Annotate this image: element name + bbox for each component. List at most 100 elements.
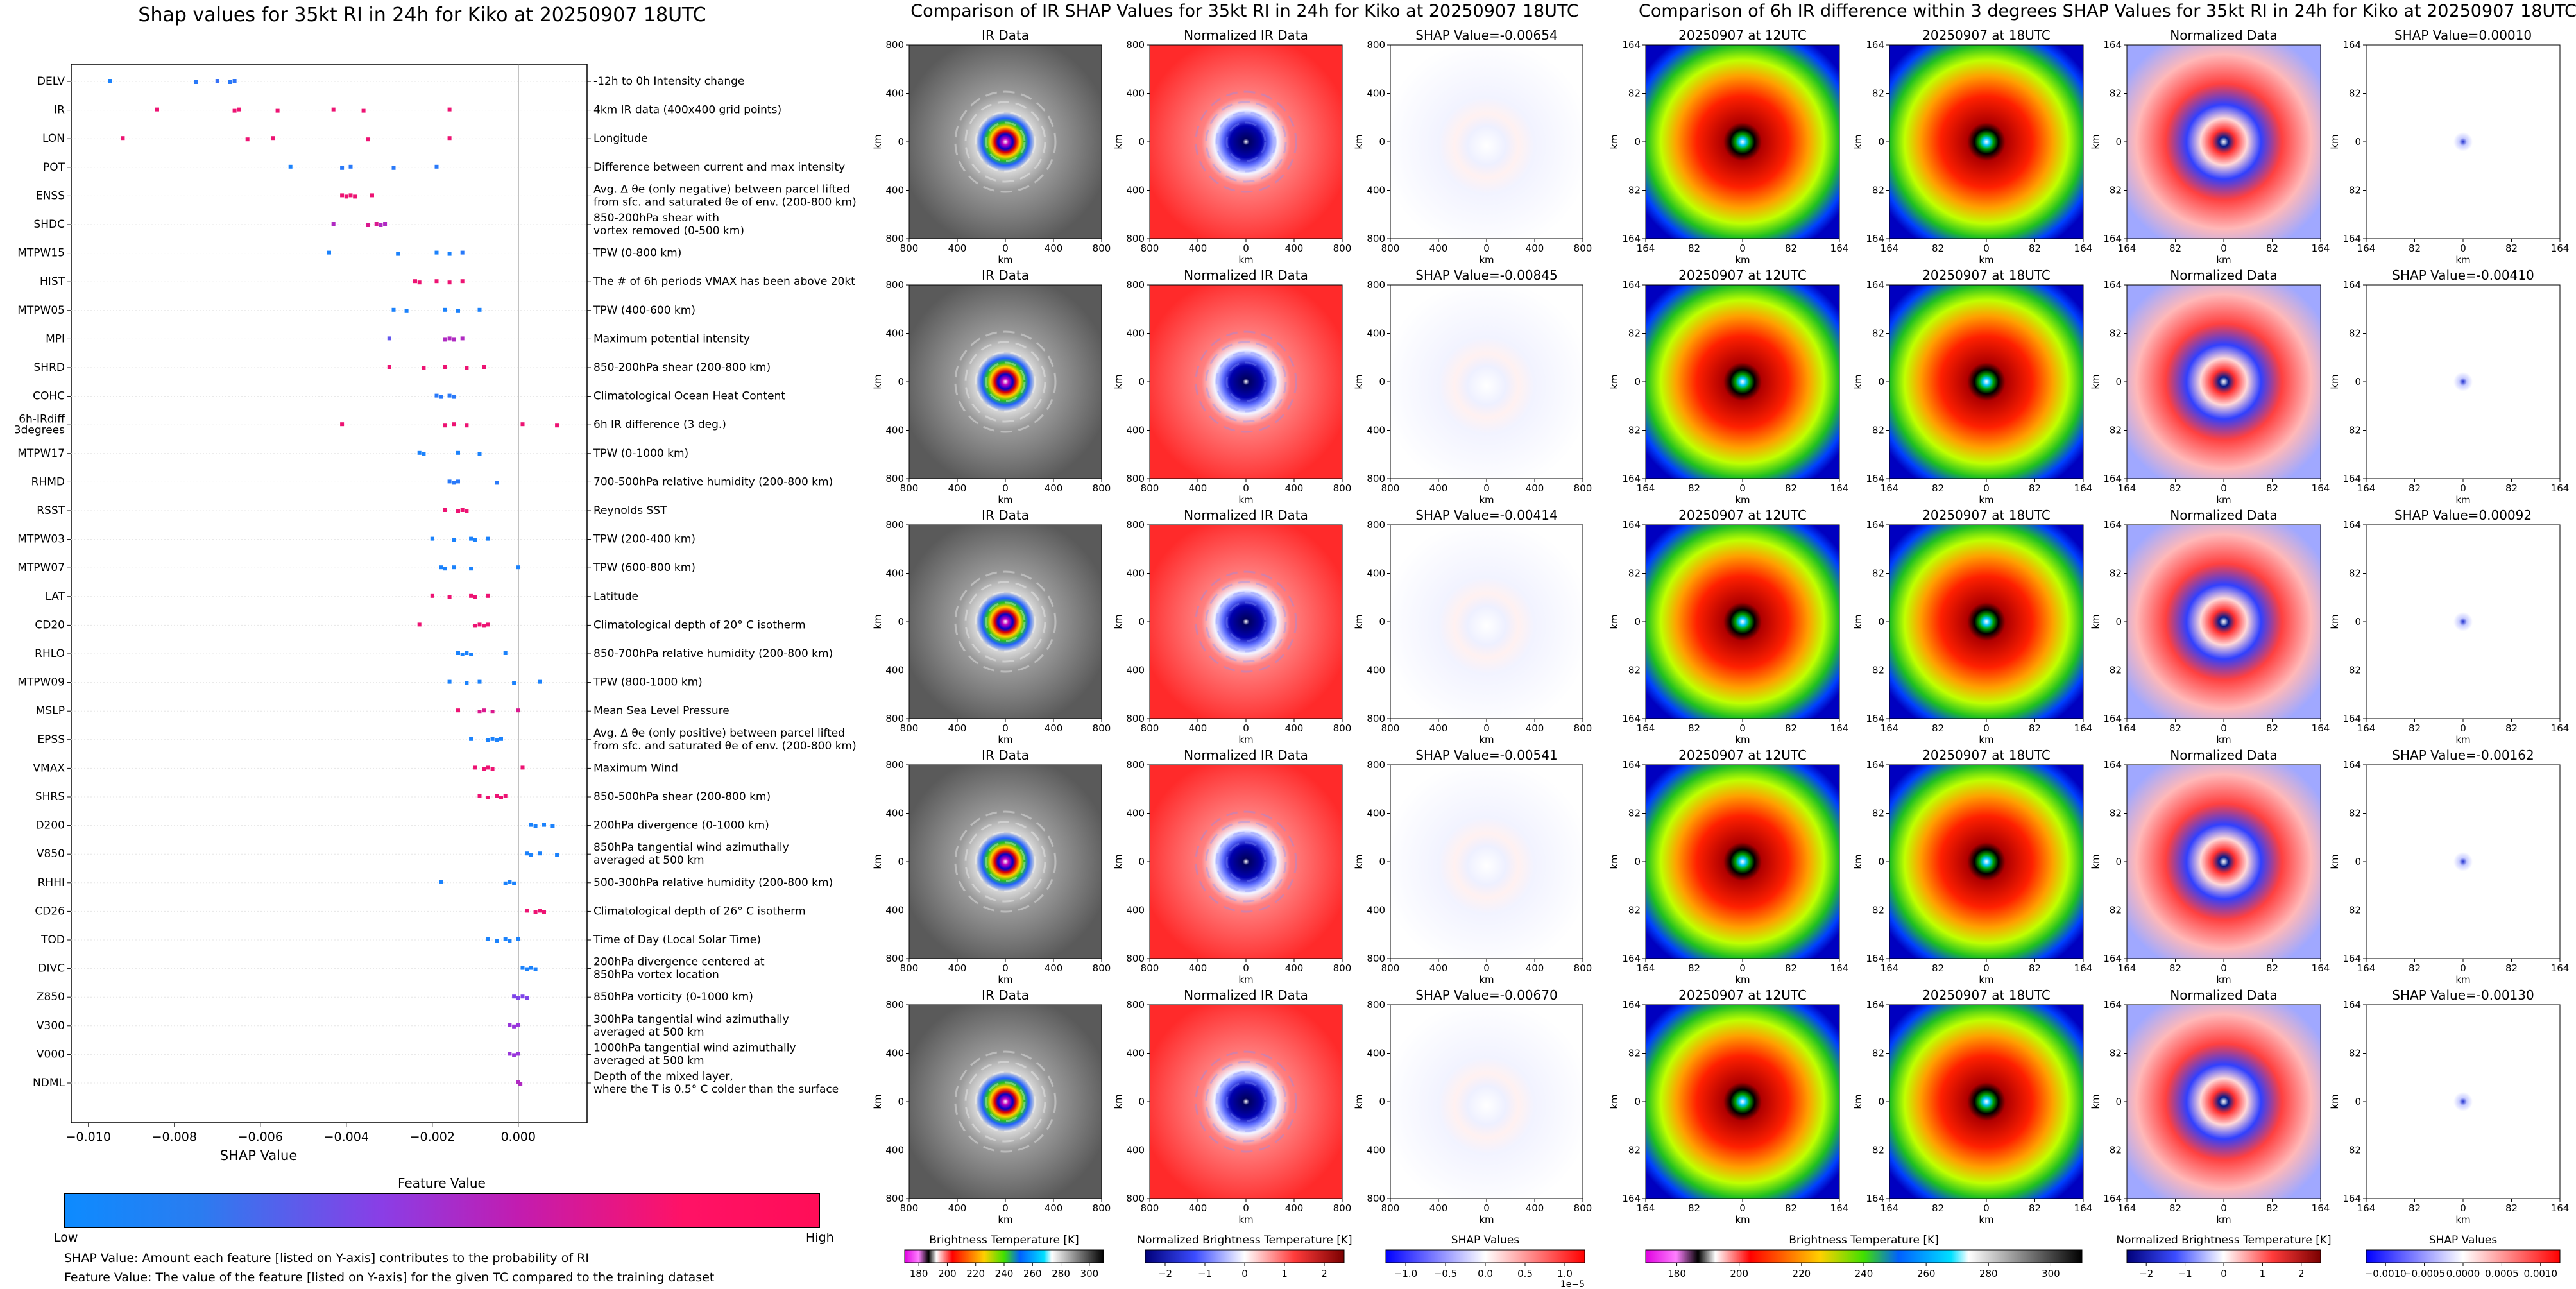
x-tick-label: 400 — [1429, 243, 1448, 254]
shap-point — [486, 536, 490, 541]
y-axis-label: km — [2090, 1094, 2101, 1109]
x-axis-label: km — [1979, 254, 1993, 266]
y-tick-label: 400 — [885, 665, 904, 676]
x-axis-label: km — [1735, 494, 1750, 506]
x-tick-label: 164 — [2118, 722, 2137, 734]
feature-description-label: Climatological depth of 20° C isotherm — [593, 619, 806, 631]
x-tick-label: 82 — [1785, 243, 1797, 254]
spiral-band — [975, 1071, 1036, 1132]
y-tick-label: 164 — [1866, 999, 1884, 1011]
panel-title: Normalized Data — [2170, 987, 2278, 1003]
normalized-diff-panel: Normalized Data1641648282008282164164kmk… — [2090, 987, 2330, 1225]
x-tick-label: 0.000 — [501, 1130, 536, 1144]
x-tick-label: 400 — [1189, 482, 1207, 494]
y-tick-label: 82 — [2349, 568, 2361, 579]
y-axis-label: km — [1852, 134, 1864, 149]
y-axis-label: km — [1113, 614, 1124, 629]
panel-title: SHAP Value=-0.00670 — [1415, 987, 1557, 1003]
x-tick-label: 400 — [948, 243, 967, 254]
spiral-band — [985, 601, 1026, 642]
y-tick-label: 400 — [1367, 1048, 1385, 1059]
colorbar-label: Brightness Temperature [K] — [929, 1234, 1079, 1247]
x-axis-label: km — [1735, 1214, 1750, 1225]
y-axis-label: km — [2329, 374, 2341, 389]
y-axis-label: km — [2329, 1094, 2341, 1109]
panel-title: SHAP Value=-0.00130 — [2392, 987, 2534, 1003]
y-axis-label: km — [872, 374, 883, 389]
feature-name-label: SHRD — [34, 361, 65, 374]
x-tick-label: 82 — [1785, 722, 1797, 734]
shap-point — [456, 450, 460, 455]
x-tick-label: 0 — [1983, 482, 1990, 494]
shap-point — [518, 1082, 523, 1086]
y-tick-label: 82 — [2110, 808, 2122, 819]
feature-description-label: 4km IR data (400x400 grid points) — [593, 104, 781, 117]
y-tick-label: 82 — [1628, 1145, 1641, 1156]
y-tick-label: 0 — [2355, 376, 2361, 388]
shap-point — [443, 508, 447, 512]
x-axis-label: km — [2216, 494, 2231, 506]
x-tick-label: 82 — [2169, 482, 2181, 494]
y-tick-label: 164 — [1622, 233, 1641, 244]
x-tick-label: 164 — [1830, 722, 1849, 734]
x-tick-label: 800 — [1381, 1202, 1400, 1214]
y-tick-label: 800 — [885, 519, 904, 531]
x-tick-label: 164 — [2312, 482, 2330, 494]
image-panel — [2366, 44, 2561, 239]
colorbar-tick-label: 1.0 — [1557, 1268, 1573, 1279]
feature-name-label: MTPW07 — [17, 561, 65, 574]
x-tick-label: 82 — [1932, 243, 1944, 254]
shap-point — [361, 108, 366, 113]
feature-description-label: TPW (200-400 km) — [593, 533, 695, 546]
image-panel — [908, 44, 1102, 239]
shap-point — [473, 538, 477, 542]
y-tick-label: 0 — [1878, 856, 1884, 867]
x-tick-label: 0 — [2221, 1202, 2227, 1214]
y-tick-label: 400 — [1126, 185, 1145, 196]
shap-point — [391, 307, 396, 312]
x-tick-label: 82 — [2409, 243, 2421, 254]
shap-point — [482, 365, 486, 369]
y-axis-label: km — [1113, 1094, 1124, 1109]
y-tick-label: 82 — [2110, 88, 2122, 99]
x-tick-label: −0.010 — [66, 1130, 111, 1144]
x-tick-label: 82 — [2505, 482, 2518, 494]
x-tick-label: 164 — [1830, 243, 1849, 254]
feature-name-label: POT — [43, 161, 65, 174]
shap-point — [542, 823, 546, 827]
y-tick-label: 164 — [1866, 519, 1884, 531]
shap-point — [460, 336, 465, 341]
x-axis-label: km — [2216, 254, 2231, 266]
y-tick-label: 164 — [2103, 1193, 2122, 1204]
ir-12utc-panel: 20250907 at 12UTC1641648282008282164164k… — [1608, 268, 1848, 506]
colorbar-tick-label: 200 — [938, 1268, 957, 1279]
shap-point — [439, 395, 443, 399]
shap-point — [288, 164, 293, 169]
spiral-band — [975, 591, 1036, 653]
spiral-band — [975, 831, 1036, 892]
feature-description-label: Maximum Wind — [593, 762, 678, 774]
spiral-band — [975, 111, 1036, 173]
ir-18utc-panel: 20250907 at 18UTC1641648282008282164164k… — [1852, 508, 2092, 746]
y-tick-label: 400 — [1126, 425, 1145, 436]
y-tick-label: 82 — [2349, 1048, 2361, 1059]
y-tick-label: 164 — [2342, 759, 2361, 771]
shap-point — [417, 622, 422, 627]
panel-title: Normalized IR Data — [1184, 508, 1308, 523]
feature-name-label: MTPW05 — [17, 304, 65, 317]
y-tick-label: 164 — [1622, 759, 1641, 771]
feature-name-label: ENSS — [36, 189, 65, 202]
colorbar-tick-label: 1 — [1281, 1268, 1288, 1279]
x-tick-label: 82 — [1932, 722, 1944, 734]
colorbar-tick-label: 180 — [910, 1268, 928, 1279]
spiral-band — [1215, 591, 1277, 653]
shap-point — [555, 423, 559, 428]
x-tick-label: 82 — [1688, 243, 1700, 254]
shap-point — [473, 624, 477, 628]
x-tick-label: 82 — [1932, 1202, 1944, 1214]
y-tick-label: 82 — [2349, 328, 2361, 339]
y-tick-label: 0 — [2115, 856, 2122, 867]
feature-description-label: 6h IR difference (3 deg.) — [593, 418, 726, 431]
x-tick-label: 164 — [2357, 482, 2376, 494]
y-tick-label: 800 — [1126, 999, 1145, 1011]
